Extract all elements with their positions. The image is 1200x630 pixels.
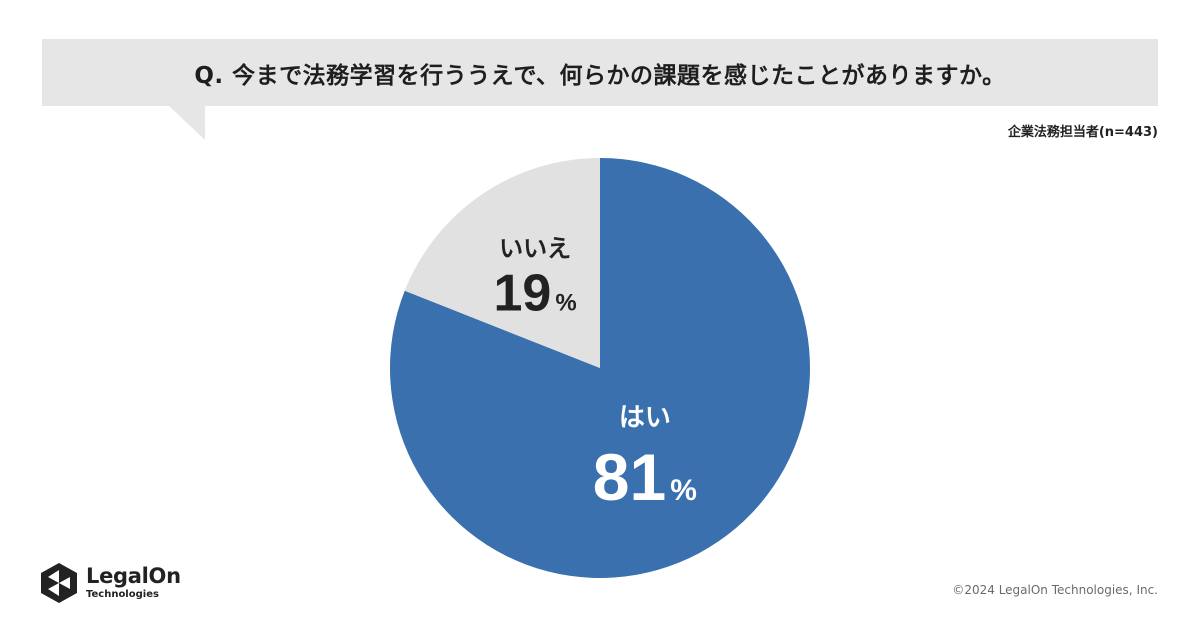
pie-slice-yes bbox=[390, 158, 811, 578]
question-text: Q. 今まで法務学習を行ううえで、何らかの課題を感じたことがありますか。 bbox=[194, 62, 1006, 89]
slice-category-label: はい bbox=[619, 403, 671, 433]
logo-name: LegalOn bbox=[86, 564, 181, 588]
company-logo: LegalOn Technologies bbox=[40, 562, 181, 604]
slice-category-label: いいえ bbox=[499, 234, 571, 262]
slice-value-label: 19% bbox=[493, 264, 576, 322]
pie-slice-no bbox=[404, 158, 600, 368]
slice-label-yes: はい 81% bbox=[593, 403, 697, 514]
legalon-hexagon-logo-icon bbox=[41, 563, 77, 603]
slice-value-label: 81% bbox=[593, 440, 697, 514]
logo-subtitle: Technologies bbox=[86, 589, 159, 600]
sample-size-label: 企業法務担当者(n=443) bbox=[1007, 125, 1158, 140]
question-bubble bbox=[42, 39, 1158, 106]
copyright-text: ©2024 LegalOn Technologies, Inc. bbox=[952, 583, 1158, 597]
